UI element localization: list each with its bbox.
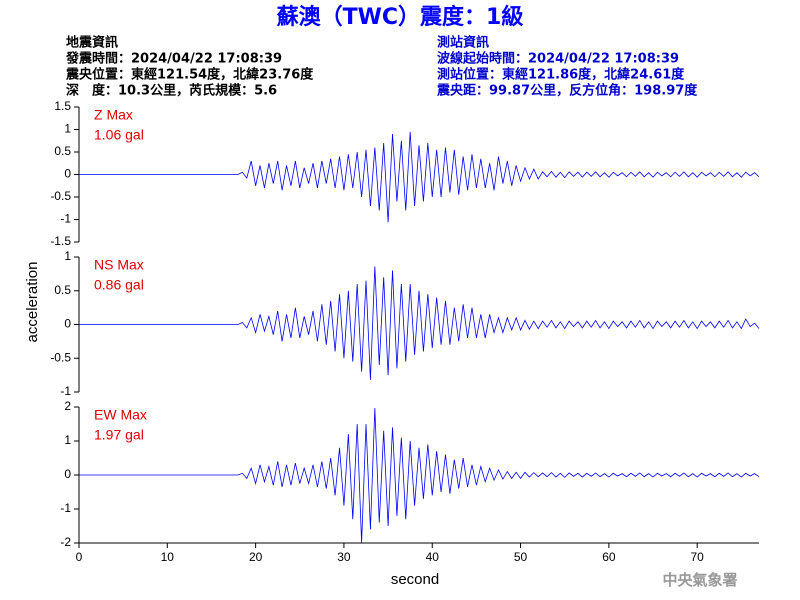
x-tick-label: 10 [161, 550, 175, 564]
info-line: 發震時間：2024/04/22 17:08:39 [65, 51, 282, 67]
x-tick-label: 0 [76, 550, 83, 564]
y-tick-label: -1 [60, 501, 71, 515]
page-title: 蘇澳（TWC）震度：1級 [276, 4, 524, 30]
waveform [79, 131, 760, 223]
y-tick-label: 1 [64, 433, 71, 447]
y-tick-label: 1.5 [54, 99, 71, 113]
y-tick-label: -1.5 [50, 234, 71, 248]
info-line: 地震資訊 [66, 35, 118, 51]
channel-max: 1.06 gal [94, 127, 144, 143]
info-line: 深 度：10.3公里，芮氏規模：5.6 [66, 83, 277, 99]
x-tick-label: 60 [602, 550, 616, 564]
channel-name: Z Max [94, 107, 133, 123]
channel-name: NS Max [94, 257, 144, 273]
channel-name: EW Max [94, 407, 147, 423]
y-tick-label: 0.5 [54, 144, 71, 158]
y-tick-label: 0 [64, 317, 71, 331]
info-line: 測站資訊 [437, 35, 489, 51]
y-tick-label: -1 [60, 212, 71, 226]
info-line: 震央位置：東經121.54度，北緯23.76度 [65, 67, 314, 83]
y-axis-label: acceleration [24, 262, 41, 343]
y-tick-label: -1 [60, 384, 71, 398]
x-tick-label: 50 [514, 550, 528, 564]
waveform [79, 408, 760, 544]
x-axis-label: second [391, 571, 439, 588]
y-tick-label: 1 [64, 249, 71, 263]
x-tick-label: 20 [249, 550, 263, 564]
footer-agency: 中央氣象署 [662, 571, 737, 589]
x-tick-label: 30 [337, 550, 351, 564]
y-tick-label: 2 [64, 399, 71, 413]
info-line: 波線起始時間：2024/04/22 17:08:39 [437, 51, 679, 67]
info-line: 測站位置：東經121.86度，北緯24.61度 [437, 67, 685, 83]
y-tick-label: 1 [64, 122, 71, 136]
channel-max: 0.86 gal [94, 277, 144, 293]
y-tick-label: 0 [64, 167, 71, 181]
y-tick-label: -2 [60, 535, 71, 549]
x-tick-label: 70 [691, 550, 705, 564]
info-line: 震央距：99.87公里，反方位角：198.97度 [436, 83, 698, 99]
y-tick-label: -0.5 [50, 350, 71, 364]
y-tick-label: 0.5 [54, 283, 71, 297]
x-tick-label: 40 [426, 550, 440, 564]
waveform [79, 266, 760, 380]
channel-max: 1.97 gal [94, 427, 144, 443]
y-tick-label: 0 [64, 467, 71, 481]
y-tick-label: -0.5 [50, 189, 71, 203]
